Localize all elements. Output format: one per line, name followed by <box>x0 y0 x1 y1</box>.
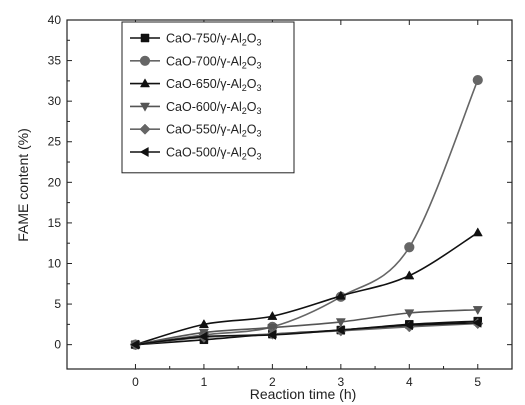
legend-marker <box>140 33 150 43</box>
x-axis-label: Reaction time (h) <box>250 386 357 402</box>
data-point <box>198 331 208 342</box>
data-point <box>335 325 345 336</box>
plot-frame <box>66 19 513 370</box>
data-point <box>198 319 209 329</box>
legend-marker <box>139 102 151 112</box>
y-tick-label: 30 <box>48 94 62 108</box>
y-tick-label: 20 <box>48 175 62 189</box>
y-tick-label: 35 <box>48 54 62 68</box>
data-point <box>472 227 483 237</box>
series-3 <box>130 227 483 349</box>
data-point <box>472 317 482 328</box>
legend-label: CaO-550/γ-Al2O3 <box>166 123 262 139</box>
y-tick-label: 10 <box>48 256 62 270</box>
y-tick-label: 25 <box>48 135 62 149</box>
data-point <box>472 74 483 86</box>
y-axis-label: FAME content (%) <box>15 128 31 242</box>
series-line <box>135 308 478 346</box>
legend-marker <box>139 78 151 88</box>
data-point <box>130 339 140 350</box>
legend: CaO-750/γ-Al2O3 CaO-700/γ-Al2O3 CaO-650/γ-… <box>121 21 295 174</box>
y-tick-label: 0 <box>54 338 61 352</box>
data-point <box>403 320 413 331</box>
legend-label: CaO-500/γ-Al2O3 <box>166 146 262 162</box>
legend-marker <box>139 123 151 135</box>
y-tick-label: 15 <box>48 216 62 230</box>
plot-area: 0 1 2 3 4 5 0 5 10 15 20 25 30 35 40 <box>48 13 513 389</box>
legend-marker <box>139 146 149 158</box>
data-point <box>404 242 415 253</box>
series-6 <box>130 317 482 350</box>
series-layer <box>129 74 484 351</box>
legend-label: CaO-600/γ-Al2O3 <box>166 100 262 116</box>
x-tick-label: 5 <box>474 375 481 389</box>
series-line <box>135 231 479 346</box>
data-point <box>472 306 483 316</box>
series-line <box>135 321 478 346</box>
series-4 <box>130 306 483 350</box>
x-tick-label: 0 <box>132 375 139 389</box>
x-tick-label: 2 <box>269 375 276 389</box>
y-tick-label: 5 <box>54 297 61 311</box>
legend-label: CaO-700/γ-Al2O3 <box>166 54 262 70</box>
legend-label: CaO-750/γ-Al2O3 <box>166 32 262 48</box>
x-tick-label: 1 <box>201 375 208 389</box>
data-point <box>335 318 346 328</box>
data-point <box>404 270 415 280</box>
data-point <box>404 309 415 319</box>
legend-label: CaO-650/γ-Al2O3 <box>166 77 262 93</box>
x-tick-label: 4 <box>406 375 413 389</box>
legend-marker <box>139 55 151 66</box>
legend-box <box>121 21 295 174</box>
x-tick-label: 3 <box>338 375 345 389</box>
data-point <box>335 290 346 300</box>
data-point <box>267 310 278 320</box>
y-tick-label: 40 <box>48 13 62 27</box>
data-point <box>267 329 277 340</box>
data-point <box>267 323 278 333</box>
